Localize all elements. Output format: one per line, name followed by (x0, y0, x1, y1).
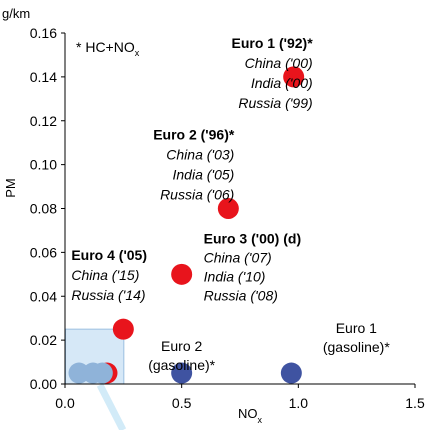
annotation-label: China ('15) (71, 267, 139, 283)
diesel-point (171, 263, 193, 285)
annotation-label: China ('03) (166, 147, 234, 163)
x-tick-label: 0.0 (55, 395, 75, 411)
arrow-layer (96, 383, 127, 430)
annotation-label: China ('07) (204, 249, 272, 265)
annotation-label: Russia ('06) (160, 187, 234, 203)
annotation-label: India ('00) (251, 75, 313, 91)
annotation-label: (gasoline)* (148, 357, 215, 373)
arrow-shaft (96, 383, 127, 430)
recent-point (91, 362, 113, 384)
diesel-point (283, 66, 305, 88)
annotation-label: Russia ('14) (71, 287, 145, 303)
tick-layer: 0.00 0.02 0.04 0.06 0.08 0.10 0.12 0.14 0.16 0.0 0… (30, 25, 425, 411)
annotation-label: China ('00) (245, 55, 313, 71)
annotation-label: Euro 2 (161, 338, 202, 354)
y-unit-label: g/km (2, 6, 30, 21)
annotation-label: Russia ('99) (238, 95, 312, 111)
y-tick-label: 0.08 (30, 201, 57, 217)
annotation-label: India ('05) (173, 167, 235, 183)
annotation-layer: Euro 1 ('92)* China ('00) India ('00) Russi… (71, 35, 390, 373)
gasoline-point (171, 362, 193, 384)
gasoline-point (280, 362, 302, 384)
x-tick-label: 1.0 (289, 395, 309, 411)
y-tick-label: 0.02 (30, 332, 57, 348)
points-layer (68, 66, 305, 384)
y-tick-label: 0.12 (30, 113, 57, 129)
y-tick-label: 0.10 (30, 157, 57, 173)
annotation-label: Euro 4 ('05) (71, 247, 147, 263)
y-axis-label: PM (3, 178, 18, 198)
x-tick-label: 0.5 (172, 395, 192, 411)
annotation-label: Euro 3 ('00) (d) (204, 230, 301, 246)
annotation-label: Russia ('08) (204, 287, 278, 303)
y-tick-label: 0.06 (30, 244, 57, 260)
x-axis-label: NOx (238, 406, 263, 425)
annotation-label: Euro 1 (336, 320, 377, 336)
annotation-label: Euro 1 ('92)* (232, 35, 314, 51)
y-tick-label: 0.00 (30, 376, 57, 392)
y-tick-label: 0.04 (30, 288, 57, 304)
annotation-label: India ('10) (204, 268, 266, 284)
annotation-label: (gasoline)* (323, 339, 390, 355)
diesel-point (112, 318, 134, 340)
y-tick-label: 0.16 (30, 25, 57, 41)
annotation-label: Euro 2 ('96)* (153, 127, 235, 143)
footnote-label: * HC+NOx (76, 39, 140, 58)
x-tick-label: 1.5 (405, 395, 425, 411)
y-tick-label: 0.14 (30, 69, 57, 85)
diesel-point (217, 198, 239, 219)
